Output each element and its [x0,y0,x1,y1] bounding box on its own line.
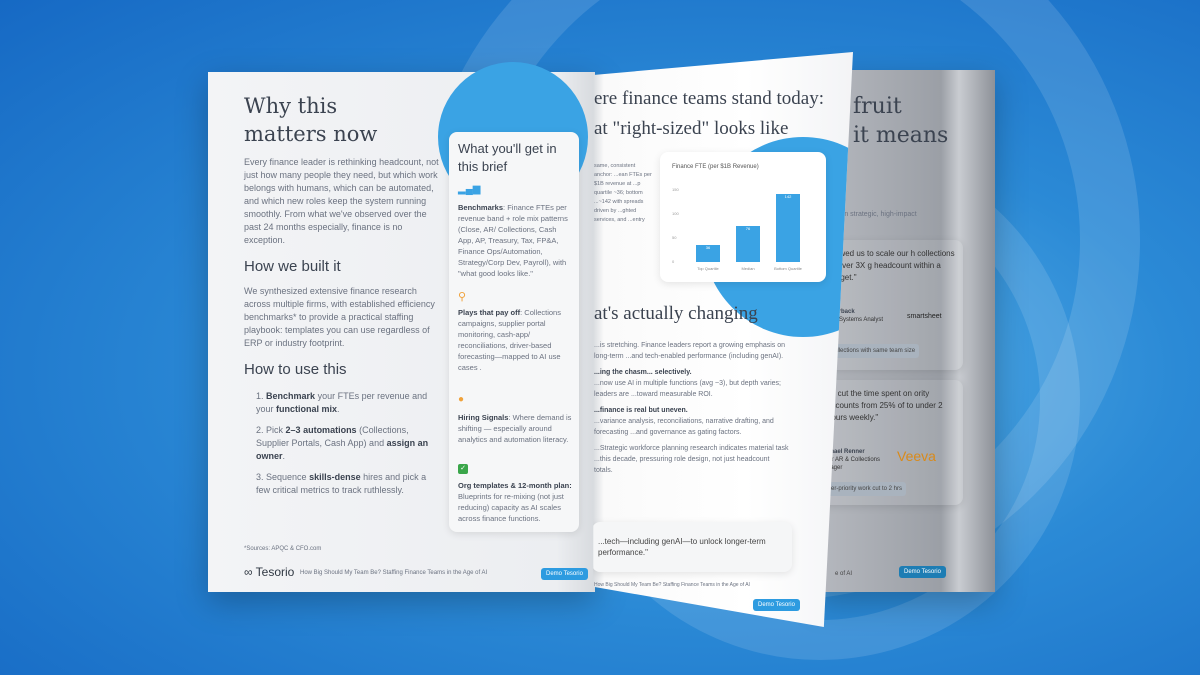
step-3: 3. Sequence skills-dense hires and pick … [256,472,427,495]
bar-value-label: 76 [745,225,751,231]
section-heading: at's actually changing [594,303,758,324]
veeva-logo: Veeva [897,448,936,464]
left-page: Why this matters now Every finance leade… [208,62,595,592]
middle-title-2: at "right-sized" looks like [594,118,789,139]
testimonial-card-2: as cut the time spent on ority accounts … [815,380,963,505]
middle-side-text: same, consistent anchor: ...ean FTEs per… [594,163,652,222]
right-title-2: it means [853,123,949,148]
brief-title: What you'll get in this brief [458,141,557,174]
x-tick-label: Bottom Quartile [774,266,802,271]
y-tick-label: 150 [672,187,679,192]
step-2: 2. Pick 2–3 automations (Collections, Su… [256,425,429,461]
x-tick-label: Median [741,266,755,271]
right-title-1: fruit [853,94,902,119]
demo-button[interactable]: Demo Tesorio [541,568,588,580]
right-footer: e of AI [835,571,853,577]
page-title: Why this matters now [244,94,378,146]
intro-text: Every finance leader is rethinking headc… [244,157,439,245]
middle-title-1: ere finance teams stand today: [594,88,825,109]
change-item-3: ...finance is real but uneven. ...varianc… [594,407,774,436]
how-built-text: We synthesized extensive finance researc… [244,286,435,348]
change-item-4: ...Strategic workforce planning research… [594,445,789,474]
change-item-1: ...is stretching. Finance leaders report… [594,342,786,360]
middle-footer: How Big Should My Team Be? Staffing Fina… [594,582,750,588]
person-2: chael Renner [827,449,865,455]
quote-2: as cut the time spent on ority accounts … [827,389,943,422]
quote-card: ...tech—including genAI—to unlock longer… [593,522,792,572]
demo-button[interactable]: Demo Tesorio [899,566,946,578]
role-2: ior AR & Collections nager [827,457,881,471]
bar-value-label: 36 [705,244,711,250]
flipping-page[interactable]: ere finance teams stand today: at "right… [593,52,853,627]
bar-chart-icon: ▂▄▆ [458,184,481,195]
quote-1: allowed us to scale our h collections by… [827,249,955,282]
quote-text: ...tech—including genAI—to unlock longer… [598,537,766,557]
checklist-icon: ✓ [458,464,468,474]
chart-title: Finance FTE (per $1B Revenue) [672,164,759,170]
smartsheet-logo: smartsheet [907,313,942,320]
bar-value-label: 142 [784,193,792,199]
y-tick-label: 100 [672,211,679,216]
brief-item-templates: Org templates & 12-month plan: Blueprint… [458,481,572,523]
x-tick-label: Top Quartile [697,266,719,271]
people-icon: ● [458,394,465,405]
role-1: al & Systems Analyst [827,317,884,323]
change-item-2: ...ing the chasm... selectively. ...now u… [594,369,781,398]
tesorio-logo: ∞ Tesorio [244,565,295,579]
result-tag-2: er-priority work cut to 2 hrs [827,482,907,496]
brief-item-benchmarks: Benchmarks: Finance FTEs per revenue ban… [458,203,568,278]
step-1: 1. Benchmark your FTEs per revenue and y… [256,391,428,414]
how-built-heading: How we built it [244,258,341,275]
how-use-heading: How to use this [244,361,347,378]
bar: 142 [776,193,800,262]
result-tag-1: collections with same team size [827,344,920,358]
y-tick-label: 0 [672,259,675,264]
bar: 76 [736,225,760,262]
brief-item-hiring: Hiring Signals: Where demand is shifting… [458,413,572,444]
fte-chart: Finance FTE (per $1B Revenue) 0 50 100 150 3… [660,152,826,282]
person-1: Utterback [827,309,855,315]
demo-button[interactable]: Demo Tesorio [753,599,800,611]
right-text: s on strategic, high-impact [835,211,917,218]
brief-card: What you'll get in this brief ▂▄▆ Benchm… [449,132,579,532]
search-icon: ⚲ [458,291,467,303]
y-tick-label: 50 [672,235,677,240]
sources-note: *Sources: APQC & CFO.com [244,546,322,552]
bar: 36 [696,244,720,262]
footer-title: How Big Should My Team Be? Staffing Fina… [300,570,488,576]
brief-item-plays: Plays that pay off: Collections campaign… [458,308,561,372]
